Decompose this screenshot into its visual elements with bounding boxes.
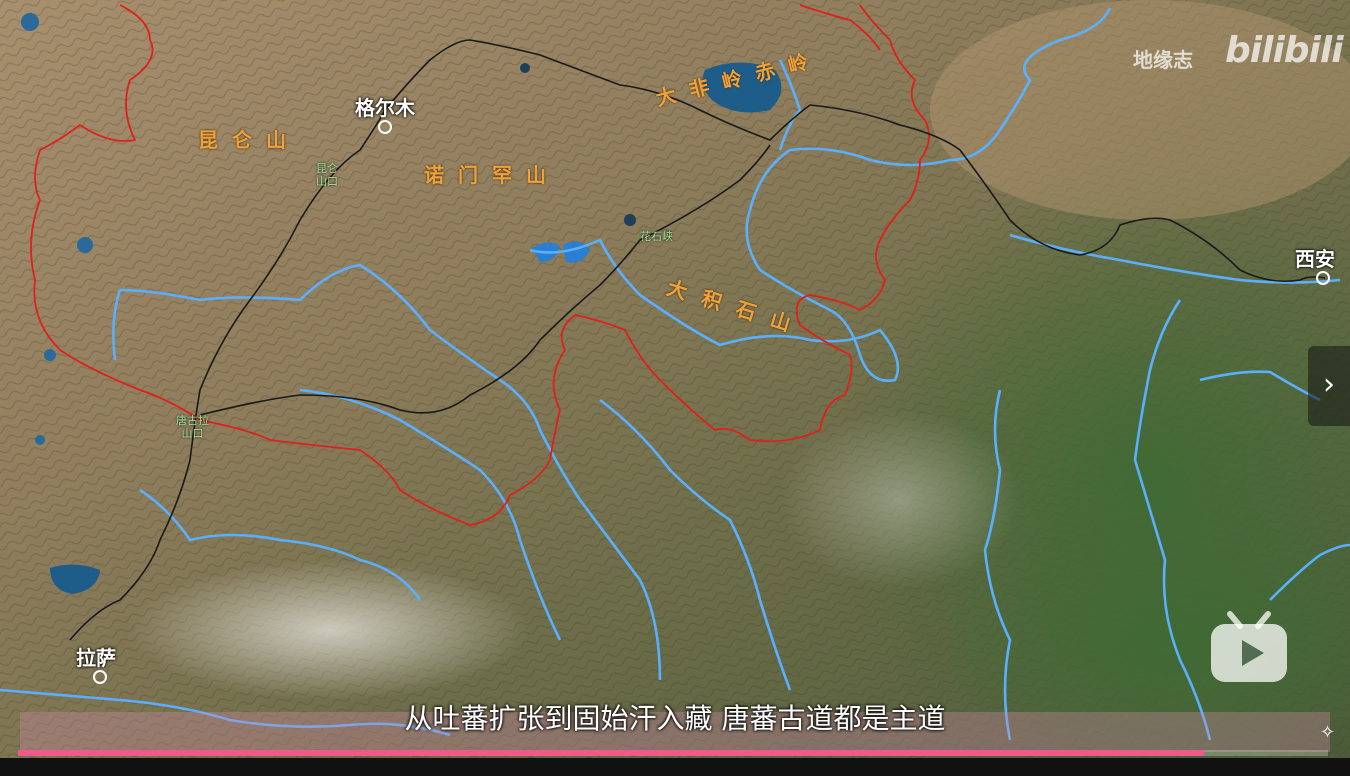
chevron-right-icon: › — [1323, 367, 1335, 402]
border-xinjiang-qinghai — [30, 4, 930, 526]
bottom-bar — [0, 758, 1350, 776]
pass-line2: 山口 — [316, 175, 338, 188]
tuotuo-river — [112, 289, 122, 361]
upper-han — [1199, 370, 1321, 402]
golmud-marker — [378, 120, 392, 134]
pass-line1: 唐古拉 — [176, 414, 209, 427]
han-river — [1133, 299, 1212, 741]
lake-small — [21, 13, 39, 31]
himalaya-snow — [130, 560, 530, 700]
huangshui-river — [778, 59, 802, 151]
mekong — [299, 388, 562, 641]
sichuan-green — [940, 490, 1350, 776]
east-river — [1269, 543, 1350, 601]
lhasa-marker — [93, 670, 107, 684]
lake-small — [35, 435, 45, 445]
pass-label-tanggula: 唐古拉 山口 — [176, 414, 209, 440]
mountain-label-kunlun: 昆仑山 — [198, 128, 300, 152]
qinghai-lake — [702, 62, 782, 113]
subtitle-band — [20, 712, 1330, 752]
pin-icon[interactable]: ✧ — [1320, 722, 1336, 743]
border-qinghai-gansu — [799, 4, 881, 51]
yalong-river — [599, 398, 792, 691]
next-page-button[interactable]: › — [1308, 346, 1350, 426]
river-network — [0, 7, 1350, 741]
bilibili-tv-icon[interactable] — [1208, 610, 1290, 686]
xian-marker — [1316, 271, 1330, 285]
yangtze-upper — [119, 263, 662, 681]
wei-river — [1009, 233, 1341, 284]
lake-small — [520, 63, 530, 73]
hengduan-snow — [780, 410, 1020, 590]
yellow-river — [529, 7, 1112, 382]
city-label-golmud: 格尔木 — [355, 96, 415, 120]
yarlung-tsangpo — [0, 688, 451, 737]
salween — [139, 488, 422, 601]
namtso-lake — [50, 564, 100, 594]
bilibili-logo: bilibili — [1225, 30, 1344, 71]
subtitle-text: 从吐蕃扩张到固始汗入藏 唐蕃古道都是主道 — [404, 702, 946, 735]
pass-line1: 昆仑 — [316, 162, 338, 175]
channel-watermark: 地缘志 — [1133, 48, 1193, 72]
jialing-river — [983, 389, 1012, 741]
province-borders — [30, 4, 930, 526]
mountain-label-burhan-budai: 诺门罕山 — [424, 163, 560, 187]
tang-tibet-route — [69, 39, 1326, 641]
lake-small — [624, 214, 636, 226]
pass-line1: 花石峡 — [640, 230, 673, 243]
city-label-xian: 西安 — [1295, 247, 1335, 271]
pass-line2: 山口 — [181, 427, 204, 440]
pass-label-huashixia: 花石峡 — [640, 230, 673, 243]
lake-small — [44, 349, 56, 361]
city-label-lhasa: 拉萨 — [76, 646, 116, 670]
loess-plateau — [930, 0, 1350, 220]
progress-fill — [18, 750, 1204, 756]
lake-small — [77, 237, 93, 253]
progress-bar[interactable] — [18, 750, 1328, 756]
pass-label-kunlun: 昆仑 山口 — [316, 162, 338, 188]
